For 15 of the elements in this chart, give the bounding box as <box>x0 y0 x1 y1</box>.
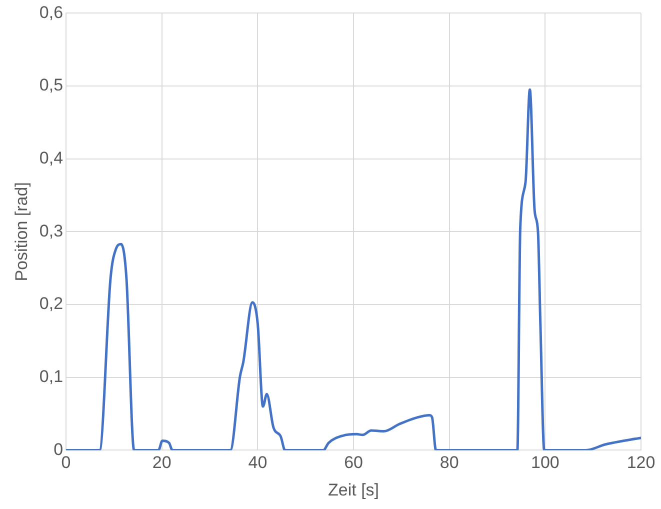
y-tick-label: 0,1 <box>39 367 64 386</box>
x-tick-label: 40 <box>248 453 268 472</box>
x-tick-label: 60 <box>344 453 363 472</box>
y-tick-label: 0 <box>54 440 64 459</box>
y-tick-label: 0,5 <box>39 76 64 95</box>
y-tick-label: 0,4 <box>39 148 64 168</box>
y-axis-title: Position [rad] <box>12 182 31 282</box>
y-tick-label: 0,6 <box>39 2 64 22</box>
y-tick-label: 0,3 <box>39 221 64 240</box>
x-tick-label: 120 <box>626 453 656 472</box>
x-tick-label: 100 <box>530 453 560 472</box>
x-tick-label: 80 <box>440 453 459 472</box>
x-axis-title: Zeit [s] <box>328 480 380 500</box>
y-tick-label: 0,2 <box>39 294 64 314</box>
x-tick-label: 20 <box>152 453 172 472</box>
